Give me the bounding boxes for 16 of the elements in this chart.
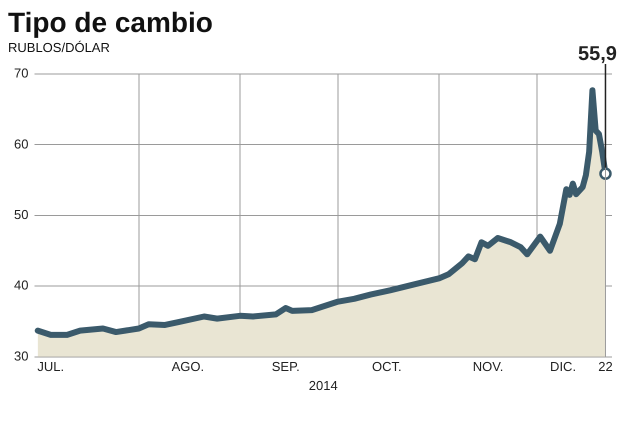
x-tick-label: SEP. [272,359,300,374]
text: 55,9 [578,43,617,65]
y-tick-label: 60 [14,136,28,152]
chart-title: Tipo de cambio [8,7,214,38]
x-tick-label: AGO. [172,359,204,374]
x-tick-label: DIC. [550,359,576,374]
y-tick-label: 40 [14,278,28,293]
chart-subtitle: RUBLOS/DÓLAR [8,40,110,55]
x-tick-label: JUL. [37,359,64,374]
y-tick-label: 30 [14,348,28,364]
y-tick-label: 70 [14,66,28,81]
x-tick-label: NOV. [472,359,504,374]
x-tick-label: 22 [598,359,613,374]
y-tick-label: 50 [14,206,28,222]
x-axis-title: 2014 [308,378,338,393]
x-tick-label: OCT. [372,359,402,374]
